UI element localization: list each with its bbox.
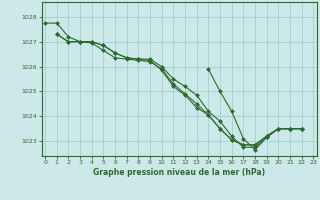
X-axis label: Graphe pression niveau de la mer (hPa): Graphe pression niveau de la mer (hPa) [93,168,265,177]
